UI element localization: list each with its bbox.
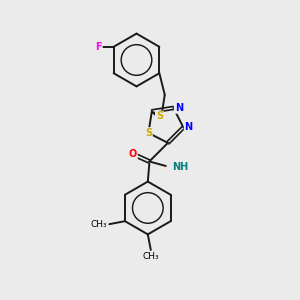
Text: S: S	[145, 128, 152, 138]
Text: N: N	[175, 103, 183, 113]
Text: O: O	[129, 149, 137, 159]
Text: S: S	[156, 111, 163, 122]
Text: CH₃: CH₃	[91, 220, 107, 229]
Text: NH: NH	[172, 163, 188, 172]
Text: CH₃: CH₃	[142, 252, 159, 261]
Text: F: F	[95, 42, 102, 52]
Text: N: N	[184, 122, 193, 132]
